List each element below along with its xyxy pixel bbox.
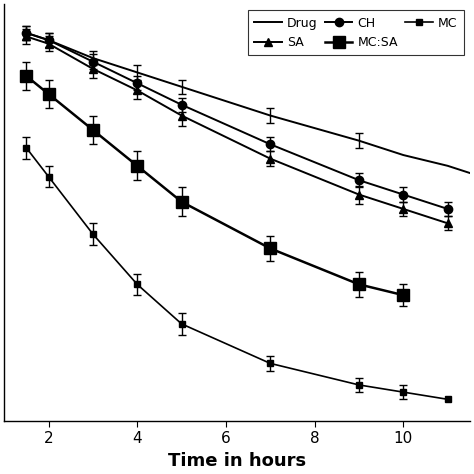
SA [179,113,184,118]
MC:SA [401,292,406,298]
CH [46,37,51,43]
SA [356,191,362,197]
CH [267,141,273,147]
Line: SA: SA [22,32,452,228]
MC:SA [90,127,96,133]
Drug [378,145,384,151]
SA [445,220,450,226]
MC [134,282,140,287]
SA [267,156,273,162]
MC [267,361,273,366]
Drug [267,113,273,118]
Drug [179,84,184,90]
SA [401,206,406,212]
MC [356,382,362,388]
Drug [46,37,51,43]
MC:SA [179,199,184,205]
MC [445,396,450,402]
CH [356,177,362,183]
SA [46,41,51,46]
Legend: Drug, SA, CH, MC:SA, MC: Drug, SA, CH, MC:SA, MC [248,10,464,55]
MC:SA [267,246,273,251]
MC [179,321,184,327]
CH [401,191,406,197]
Drug [401,152,406,158]
MC [24,145,29,151]
CH [90,59,96,64]
CH [134,81,140,86]
Line: MC: MC [23,145,451,403]
SA [90,66,96,72]
Drug [134,70,140,75]
Drug [445,163,450,169]
MC:SA [46,91,51,97]
Drug [356,138,362,144]
Line: MC:SA: MC:SA [20,70,410,301]
SA [24,34,29,39]
SA [134,88,140,93]
MC [401,389,406,395]
MC [90,231,96,237]
MC:SA [24,73,29,79]
Drug [467,170,473,176]
CH [445,206,450,212]
X-axis label: Time in hours: Time in hours [168,452,306,470]
Line: CH: CH [22,29,452,213]
MC:SA [134,163,140,169]
CH [179,102,184,108]
Line: Drug: Drug [27,33,470,173]
Drug [90,55,96,61]
CH [24,30,29,36]
MC [46,174,51,180]
MC:SA [356,282,362,287]
Drug [24,30,29,36]
